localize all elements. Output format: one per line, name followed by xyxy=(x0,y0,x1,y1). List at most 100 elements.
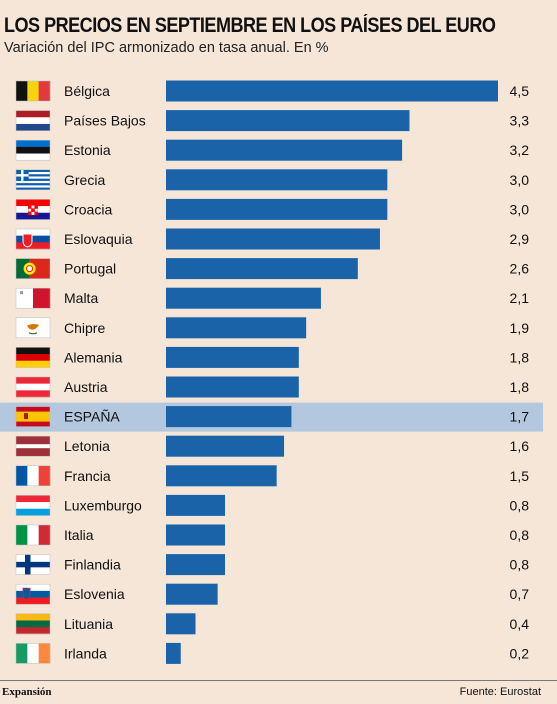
latvia-flag-icon xyxy=(15,435,51,457)
value-label: 2,6 xyxy=(510,261,530,277)
chart-row: Luxemburgo 0,8 xyxy=(15,494,530,516)
category-label: Eslovenia xyxy=(64,586,125,602)
category-label: Países Bajos xyxy=(64,113,146,129)
chart-row: ESPAÑA 1,7 xyxy=(0,402,543,432)
netherlands-flag-icon xyxy=(15,110,51,131)
value-label: 3,3 xyxy=(510,113,530,129)
value-label: 3,0 xyxy=(510,201,530,217)
bar xyxy=(166,406,292,428)
chart-row: Países Bajos 3,3 xyxy=(15,110,530,132)
chart-row: Lituania 0,4 xyxy=(15,613,530,635)
bar xyxy=(166,346,299,368)
bar xyxy=(166,465,277,487)
bar xyxy=(166,287,321,309)
chart-row: Irlanda 0,2 xyxy=(15,642,530,664)
bar-chart: Bélgica 4,5 Países Bajos 3,3 Estonia 3,2 Greci… xyxy=(0,80,543,664)
chart-row: Francia 1,5 xyxy=(15,465,530,487)
bar xyxy=(166,228,380,250)
portugal-flag-icon xyxy=(15,258,51,279)
chart-row: Portugal 2,6 xyxy=(15,258,530,280)
value-label: 1,5 xyxy=(510,468,530,484)
bar xyxy=(166,110,410,132)
bar xyxy=(166,317,307,339)
chart-row: Finlandia 0,8 xyxy=(15,554,530,576)
value-label: 0,4 xyxy=(510,616,530,632)
category-label: Grecia xyxy=(64,172,105,188)
bar xyxy=(166,80,498,102)
bar xyxy=(166,258,358,280)
chart-row: Malta 2,1 xyxy=(15,287,530,309)
category-label: Austria xyxy=(64,379,108,395)
category-label: Luxemburgo xyxy=(64,497,142,513)
value-label: 0,8 xyxy=(510,527,530,543)
category-label: Irlanda xyxy=(64,645,107,661)
value-label: 1,9 xyxy=(510,320,530,336)
category-label: Finlandia xyxy=(64,557,121,573)
category-label: Francia xyxy=(64,468,111,484)
malta-flag-icon xyxy=(15,287,51,309)
value-label: 0,2 xyxy=(510,645,530,661)
category-label: Portugal xyxy=(64,261,116,277)
source-note: Fuente: Eurostat xyxy=(459,686,541,698)
chart-row: Letonia 1,6 xyxy=(15,435,530,457)
value-label: 4,5 xyxy=(510,83,530,99)
chart-row: Croacia 3,0 xyxy=(15,198,530,220)
germany-flag-icon xyxy=(15,347,51,368)
value-label: 0,8 xyxy=(510,557,530,573)
bar xyxy=(166,554,226,576)
bar xyxy=(166,139,403,161)
value-label: 3,0 xyxy=(510,172,530,188)
value-label: 1,8 xyxy=(510,379,530,395)
slovenia-flag-icon xyxy=(15,583,51,605)
category-label: Eslovaquia xyxy=(64,231,133,247)
bar xyxy=(166,642,181,664)
bar xyxy=(166,583,218,605)
category-label: Alemania xyxy=(64,349,123,365)
category-label: Bélgica xyxy=(64,83,110,99)
belgium-flag-icon xyxy=(15,80,51,102)
category-label: Chipre xyxy=(64,320,105,336)
value-label: 3,2 xyxy=(510,142,530,158)
cyprus-flag-icon xyxy=(15,317,51,339)
bar xyxy=(166,494,226,516)
value-label: 2,9 xyxy=(510,231,530,247)
spain-flag-icon xyxy=(15,406,51,427)
value-label: 1,6 xyxy=(510,438,530,454)
value-label: 0,7 xyxy=(510,586,530,602)
slovakia-flag-icon xyxy=(15,228,51,250)
croatia-flag-icon xyxy=(15,199,51,220)
category-label: Estonia xyxy=(64,142,111,158)
chart-row: Eslovaquia 2,9 xyxy=(15,228,530,250)
lithuania-flag-icon xyxy=(15,613,51,635)
chart-subtitle: Variación del IPC armonizado en tasa anu… xyxy=(4,40,329,56)
chart-row: Estonia 3,2 xyxy=(15,139,530,161)
category-label: ESPAÑA xyxy=(64,409,120,425)
chart-row: Bélgica 4,5 xyxy=(15,80,530,102)
value-label: 0,8 xyxy=(510,497,530,513)
footer-divider xyxy=(0,680,557,681)
bar xyxy=(166,613,196,635)
brand-logo: Expansión xyxy=(2,686,52,698)
bar xyxy=(166,169,388,191)
value-label: 2,1 xyxy=(510,290,530,306)
category-label: Croacia xyxy=(64,201,112,217)
estonia-flag-icon xyxy=(15,139,51,161)
category-label: Malta xyxy=(64,290,98,306)
value-label: 1,8 xyxy=(510,349,530,365)
austria-flag-icon xyxy=(15,376,51,398)
france-flag-icon xyxy=(15,465,51,487)
bar xyxy=(166,524,226,546)
finland-flag-icon xyxy=(15,554,51,575)
chart-row: Italia 0,8 xyxy=(15,524,530,546)
category-label: Italia xyxy=(64,527,94,543)
bar xyxy=(166,435,285,457)
luxembourg-flag-icon xyxy=(15,495,51,516)
chart-title: LOS PRECIOS EN SEPTIEMBRE EN LOS PAÍSES … xyxy=(4,14,496,37)
chart-row: Austria 1,8 xyxy=(15,376,530,398)
bar xyxy=(166,198,388,220)
bar xyxy=(166,376,299,398)
chart-row: Grecia 3,0 xyxy=(15,169,530,191)
chart-row: Alemania 1,8 xyxy=(15,346,530,368)
chart-row: Chipre 1,9 xyxy=(15,317,530,339)
ireland-flag-icon xyxy=(15,643,51,664)
